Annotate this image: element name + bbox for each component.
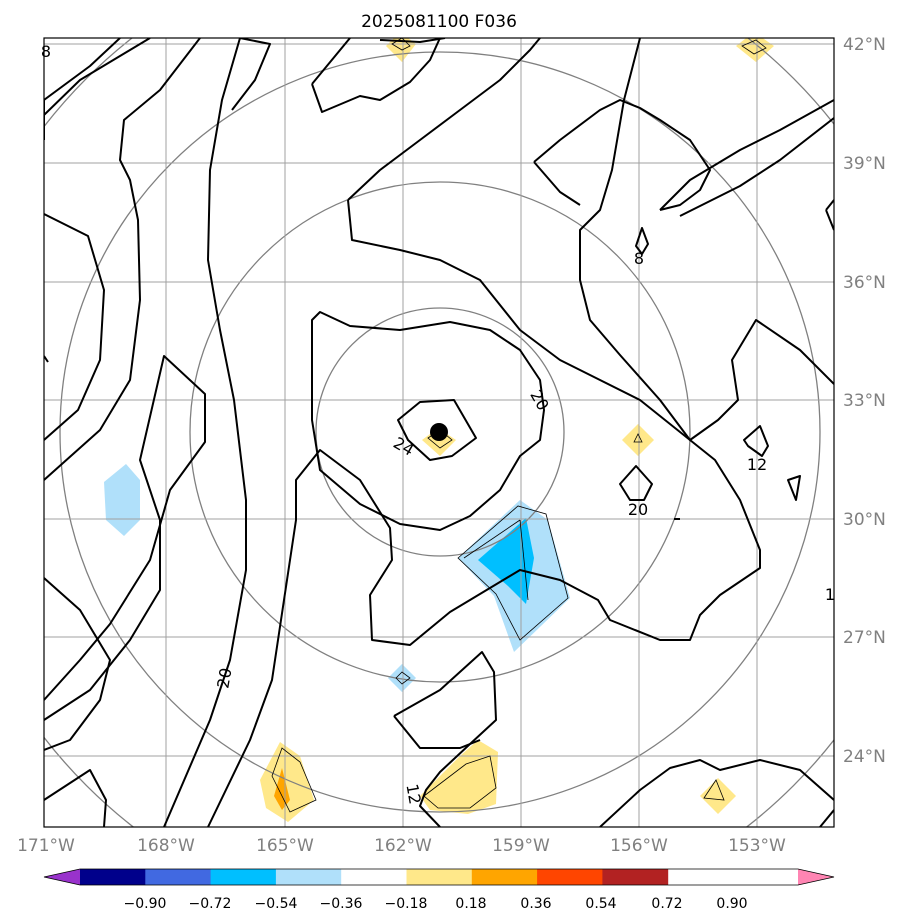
positive-shade <box>736 38 774 62</box>
map-frame <box>43 37 835 828</box>
positive-shade <box>420 740 498 814</box>
lat-label: 36°N <box>843 273 886 293</box>
colorbar-tick-label: 0.18 <box>455 896 486 912</box>
contour-label: 12 <box>747 455 767 474</box>
lon-label: 159°W <box>492 836 550 856</box>
lon-label: 162°W <box>374 836 432 856</box>
lat-label: 33°N <box>843 391 886 411</box>
negative-shade <box>104 464 140 536</box>
positive-shade <box>622 424 654 456</box>
colorbar-segment <box>602 869 669 885</box>
colorbar-extend-max <box>798 869 834 885</box>
colorbar-tick-labels: −0.90 −0.72 −0.54 −0.36 −0.18 0.18 0.36 … <box>124 896 748 912</box>
colorbar-segment <box>275 869 342 885</box>
lat-label: 30°N <box>843 510 886 530</box>
colorbar-segment <box>471 869 538 885</box>
lon-label: 171°W <box>17 836 75 856</box>
colorbar-tick-label: 0.90 <box>716 896 747 912</box>
lon-label: 165°W <box>256 836 314 856</box>
colorbar-segment <box>341 869 407 885</box>
isolines <box>44 38 834 827</box>
negative-shade <box>388 664 416 692</box>
contour-label: 1 <box>825 585 835 604</box>
lat-label: 27°N <box>843 628 886 648</box>
colorbar-tick-label: 0.72 <box>651 896 682 912</box>
lat-label: 39°N <box>843 154 886 174</box>
graticule <box>44 38 834 827</box>
latitude-labels: 42°N 39°N 36°N 33°N 30°N 27°N 24°N <box>843 35 886 767</box>
colorbar-segment <box>80 869 146 885</box>
colorbar-segment <box>406 869 473 885</box>
contour-label: 24 <box>390 433 417 460</box>
lat-label: 24°N <box>843 747 886 767</box>
contour-label: 8 <box>634 249 644 268</box>
storm-center-marker <box>430 423 448 441</box>
colorbar-tick-label: −0.72 <box>189 896 232 912</box>
contour-label: 12 <box>402 782 424 805</box>
map-title: 2025081100 F036 <box>361 12 517 32</box>
contour-label: 8 <box>41 42 51 61</box>
colorbar-segment <box>145 869 212 885</box>
colorbar-tick-label: −0.90 <box>124 896 167 912</box>
longitude-labels: 171°W 168°W 165°W 162°W 159°W 156°W 153°… <box>17 836 786 856</box>
positive-shade <box>700 778 736 814</box>
colorbar-tick-label: 0.36 <box>520 896 551 912</box>
colorbar-tick-label: 0.54 <box>585 896 616 912</box>
negative-shade-strong <box>478 518 534 604</box>
lat-label: 42°N <box>843 35 886 55</box>
positive-shade-strong <box>274 768 290 810</box>
lon-label: 156°W <box>610 836 668 856</box>
colorbar-outline <box>43 868 835 886</box>
shaded-field <box>104 38 774 822</box>
lon-label: 168°W <box>137 836 195 856</box>
thin-contours <box>271 38 767 813</box>
colorbar-tick-label: −0.18 <box>385 896 428 912</box>
colorbar-segment <box>210 869 277 885</box>
colorbar <box>43 868 835 886</box>
colorbar-tick-label: −0.54 <box>255 896 298 912</box>
colorbar-tick-label: −0.36 <box>320 896 363 912</box>
contour-labels: 20 24 20 12 8 20 12 8 1 <box>41 42 835 806</box>
contour-label: 20 <box>628 500 648 519</box>
positive-shade <box>422 428 456 456</box>
colorbar-segment <box>537 869 603 885</box>
contour-label: 20 <box>526 387 553 414</box>
lon-label: 153°W <box>728 836 786 856</box>
colorbar-extend-min <box>44 869 80 885</box>
positive-shade <box>260 742 314 822</box>
contour-label: 20 <box>213 666 235 689</box>
positive-shade <box>386 38 416 62</box>
